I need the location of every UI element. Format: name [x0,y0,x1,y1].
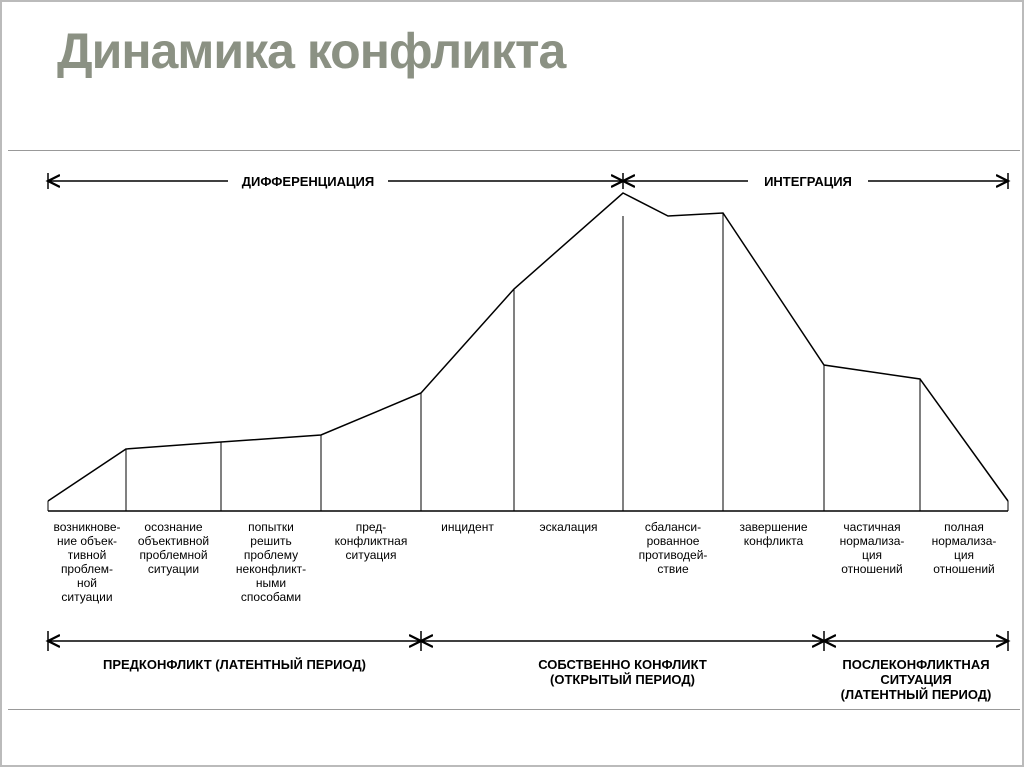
stage-label-c4: конфликтная [335,534,408,548]
stage-label-c6: эскалация [539,520,597,534]
stage-label-c4: пред- [356,520,387,534]
stage-label-c3: ными [256,576,286,590]
stage-label-c1: ситуации [61,590,112,604]
stage-label-c8: конфликта [744,534,804,548]
stage-label-c9: отношений [841,562,903,576]
phase-label-integ: ИНТЕГРАЦИЯ [764,174,852,189]
conflict-curve [48,193,1008,501]
stage-label-c2: проблемной [139,548,207,562]
stage-label-c10: полная [944,520,984,534]
stage-label-c7: сбаланси- [645,520,701,534]
stage-label-c9: ция [862,548,882,562]
period-label-g3: (ЛАТЕНТНЫЙ ПЕРИОД) [841,687,992,702]
stage-label-c9: частичная [843,520,900,534]
stage-label-c2: объективной [138,534,209,548]
stage-label-c1: тивной [68,548,107,562]
period-label-g3: СИТУАЦИЯ [880,672,951,687]
stage-label-c7: рованное [647,534,700,548]
slide: Динамика конфликта ДИФФЕРЕНЦИАЦИЯ ИНТЕГРА… [0,0,1024,767]
period-label-g2: СОБСТВЕННО КОНФЛИКТ [538,657,707,672]
stage-label-c1: проблем- [61,562,113,576]
period-label-g2: (ОТКРЫТЫЙ ПЕРИОД) [550,672,695,687]
stage-label-c4: ситуация [346,548,397,562]
conflict-dynamics-diagram: ДИФФЕРЕНЦИАЦИЯ ИНТЕГРАЦИЯ возникнове-ние о… [8,151,1020,711]
stage-label-c10: отношений [933,562,995,576]
stage-label-c3: способами [241,590,301,604]
stage-label-c1: ной [77,576,97,590]
period-label-g1: ПРЕДКОНФЛИКТ (ЛАТЕНТНЫЙ ПЕРИОД) [103,657,366,672]
stage-label-c8: завершение [739,520,807,534]
stage-label-c2: ситуации [148,562,199,576]
stage-label-c10: ция [954,548,974,562]
figure-frame: ДИФФЕРЕНЦИАЦИЯ ИНТЕГРАЦИЯ возникнове-ние о… [8,150,1020,710]
stage-label-c7: ствие [657,562,689,576]
stage-label-c3: неконфликт- [236,562,306,576]
stage-label-c1: возникнове- [53,520,120,534]
stage-label-c3: решить [250,534,291,548]
slide-title: Динамика конфликта [57,22,565,80]
period-label-g3: ПОСЛЕКОНФЛИКТНАЯ [842,657,989,672]
stage-label-c1: ние объек- [57,534,117,548]
stage-label-c7: противодей- [639,548,708,562]
stage-label-c3: попытки [248,520,294,534]
stage-label-c2: осознание [144,520,202,534]
stage-label-c3: проблему [244,548,298,562]
stage-label-c10: нормализа- [932,534,997,548]
stage-label-c5: инцидент [441,520,494,534]
stage-label-c9: нормализа- [840,534,905,548]
phase-label-diff: ДИФФЕРЕНЦИАЦИЯ [242,174,374,189]
